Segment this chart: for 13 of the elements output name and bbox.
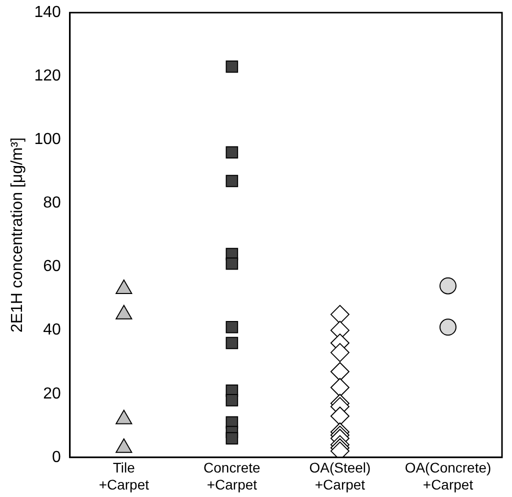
y-tick-label: 140 (34, 4, 61, 22)
y-tick-label: 40 (43, 322, 61, 339)
y-tick-label: 120 (34, 68, 61, 85)
y-tick-label: 0 (52, 448, 61, 466)
y-axis-title: 2E1H concentration [μg/m³] (9, 137, 26, 333)
x-tick-label: Concrete +Carpet (204, 460, 261, 492)
x-tick-label: Tile +Carpet (98, 460, 150, 492)
y-tick-label: 60 (43, 258, 61, 276)
x-tick-label: OA(Steel) +Carpet (309, 460, 371, 492)
y-tick-label: 20 (43, 385, 61, 402)
y-tick-label: 80 (43, 194, 61, 212)
y-tick-label: 100 (34, 131, 61, 148)
x-tick-label: OA(Concrete) +Carpet (404, 460, 492, 492)
